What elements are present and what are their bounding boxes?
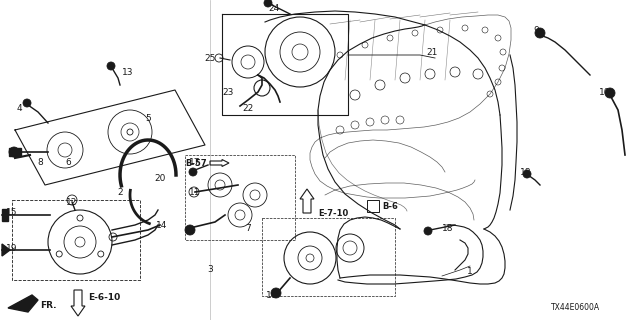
Text: 18: 18 bbox=[520, 167, 532, 177]
Circle shape bbox=[23, 99, 31, 107]
Bar bbox=[367, 200, 379, 212]
Circle shape bbox=[424, 227, 432, 235]
Text: 9: 9 bbox=[533, 26, 539, 35]
Text: 16: 16 bbox=[266, 292, 278, 300]
Text: 5: 5 bbox=[145, 114, 151, 123]
Text: E-7-10: E-7-10 bbox=[318, 209, 348, 218]
Text: 13: 13 bbox=[122, 68, 134, 76]
Text: 10: 10 bbox=[599, 87, 611, 97]
Text: 12: 12 bbox=[67, 197, 77, 206]
Text: 17: 17 bbox=[189, 157, 201, 166]
Text: 22: 22 bbox=[243, 103, 253, 113]
Text: FR.: FR. bbox=[40, 301, 56, 310]
Text: 6: 6 bbox=[65, 157, 71, 166]
Text: 19: 19 bbox=[6, 244, 18, 252]
Circle shape bbox=[271, 288, 281, 298]
Circle shape bbox=[189, 168, 197, 176]
Bar bbox=[9, 148, 21, 156]
Text: TX44E0600A: TX44E0600A bbox=[551, 303, 600, 313]
Text: 3: 3 bbox=[207, 266, 213, 275]
Circle shape bbox=[9, 147, 19, 157]
Circle shape bbox=[535, 28, 545, 38]
Circle shape bbox=[605, 88, 615, 98]
Circle shape bbox=[523, 170, 531, 178]
Text: 11: 11 bbox=[189, 188, 201, 196]
Bar bbox=[2, 209, 8, 221]
Text: 7: 7 bbox=[245, 223, 251, 233]
Text: 21: 21 bbox=[426, 47, 438, 57]
Text: B-57: B-57 bbox=[185, 158, 207, 167]
Text: 18: 18 bbox=[442, 223, 454, 233]
Circle shape bbox=[107, 62, 115, 70]
Text: B-6: B-6 bbox=[382, 202, 398, 211]
Circle shape bbox=[185, 225, 195, 235]
Text: 15: 15 bbox=[6, 207, 18, 217]
Text: 4: 4 bbox=[16, 103, 22, 113]
Text: 14: 14 bbox=[156, 220, 168, 229]
Text: 25: 25 bbox=[204, 53, 216, 62]
Text: 23: 23 bbox=[222, 87, 234, 97]
Text: 24: 24 bbox=[268, 4, 280, 12]
Polygon shape bbox=[2, 244, 10, 256]
Text: 20: 20 bbox=[154, 173, 166, 182]
Text: E-6-10: E-6-10 bbox=[88, 293, 120, 302]
Polygon shape bbox=[8, 295, 38, 312]
Circle shape bbox=[264, 0, 272, 7]
Text: 1: 1 bbox=[467, 268, 473, 276]
Text: 8: 8 bbox=[37, 157, 43, 166]
Text: 2: 2 bbox=[117, 188, 123, 196]
